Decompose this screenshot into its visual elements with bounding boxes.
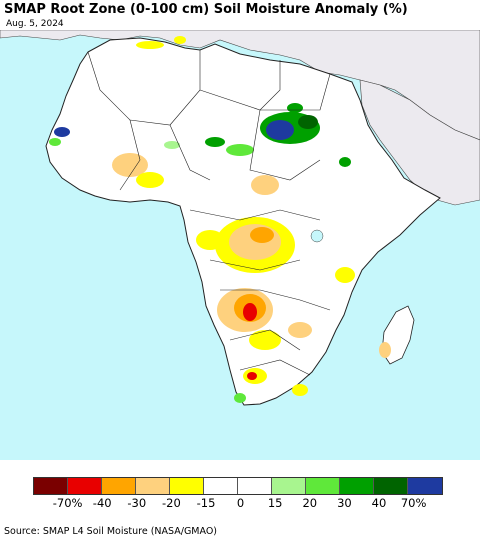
legend-label: 20: [302, 496, 318, 510]
legend-label: 40: [371, 496, 387, 510]
wet-anomaly-areas: [49, 103, 351, 403]
legend-label: -30: [127, 496, 147, 510]
dry-anomaly-areas: [112, 36, 391, 396]
lake-victoria: [310, 229, 324, 243]
legend-swatch: [136, 478, 170, 494]
source-credit: Source: SMAP L4 Soil Moisture (NASA/GMAO…: [4, 526, 218, 537]
legend-label: -20: [161, 496, 181, 510]
legend-swatch: [102, 478, 136, 494]
legend-swatch: [408, 478, 442, 494]
legend-label: -40: [92, 496, 112, 510]
legend-label: 70%: [400, 496, 427, 510]
map-title: SMAP Root Zone (0-100 cm) Soil Moisture …: [4, 2, 408, 17]
country-borders: [87, 50, 331, 376]
legend-label: -15: [196, 496, 216, 510]
legend-swatch: [204, 478, 238, 494]
legend-labels: -70% -40 -30 -20 -15 0 15 20 30 40 70%: [33, 496, 449, 510]
legend-swatch: [34, 478, 68, 494]
legend-swatch: [340, 478, 374, 494]
legend-colorbar: [33, 477, 443, 495]
legend-swatch: [306, 478, 340, 494]
soil-moisture-map: [0, 30, 480, 460]
arabian-peninsula: [359, 79, 480, 206]
legend-swatch: [272, 478, 306, 494]
legend-label: 30: [337, 496, 352, 510]
legend-swatch: [238, 478, 272, 494]
map-date: Aug. 5, 2024: [6, 19, 64, 29]
legend-swatch: [68, 478, 102, 494]
legend-label: -70%: [52, 496, 83, 510]
legend-swatch: [374, 478, 408, 494]
legend-label: 0: [236, 496, 245, 510]
legend-label: 15: [267, 496, 283, 510]
legend-swatch: [170, 478, 204, 494]
